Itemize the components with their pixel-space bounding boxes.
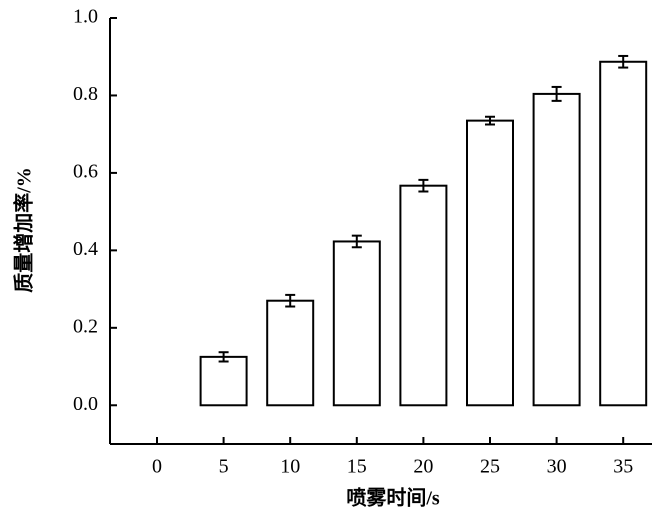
- x-axis-title: 喷雾时间/s: [346, 487, 440, 510]
- y-tick-label: 0.6: [73, 161, 98, 183]
- bar: [266, 299, 315, 407]
- bar: [199, 355, 248, 407]
- error-bar: [551, 85, 562, 102]
- y-tick-label: 0.4: [73, 238, 98, 260]
- error-bar: [485, 115, 495, 126]
- error-bar: [285, 293, 296, 308]
- y-tick-label: 0.0: [73, 393, 98, 415]
- y-tick-label: 0.2: [73, 315, 98, 337]
- y-tick-label: 0.8: [73, 83, 98, 105]
- error-bar: [418, 178, 429, 193]
- error-bar: [351, 234, 362, 249]
- bar: [466, 119, 514, 407]
- x-tick-label: 15: [347, 456, 367, 478]
- x-tick-label: 30: [547, 456, 567, 478]
- y-tick-label: 1.0: [73, 6, 98, 28]
- bar: [332, 240, 381, 407]
- x-tick-label: 5: [219, 456, 229, 478]
- x-tick-label: 0: [152, 456, 162, 478]
- y-axis-title: 质量增加率/%: [12, 167, 36, 293]
- bar: [532, 92, 581, 407]
- error-bar: [618, 54, 629, 69]
- bar: [399, 184, 448, 407]
- x-tick-label: 10: [280, 456, 300, 478]
- bar: [599, 60, 648, 407]
- x-tick-label: 35: [613, 456, 633, 478]
- x-tick-label: 20: [413, 456, 433, 478]
- error-bar: [218, 351, 229, 363]
- x-tick-label: 25: [480, 456, 500, 478]
